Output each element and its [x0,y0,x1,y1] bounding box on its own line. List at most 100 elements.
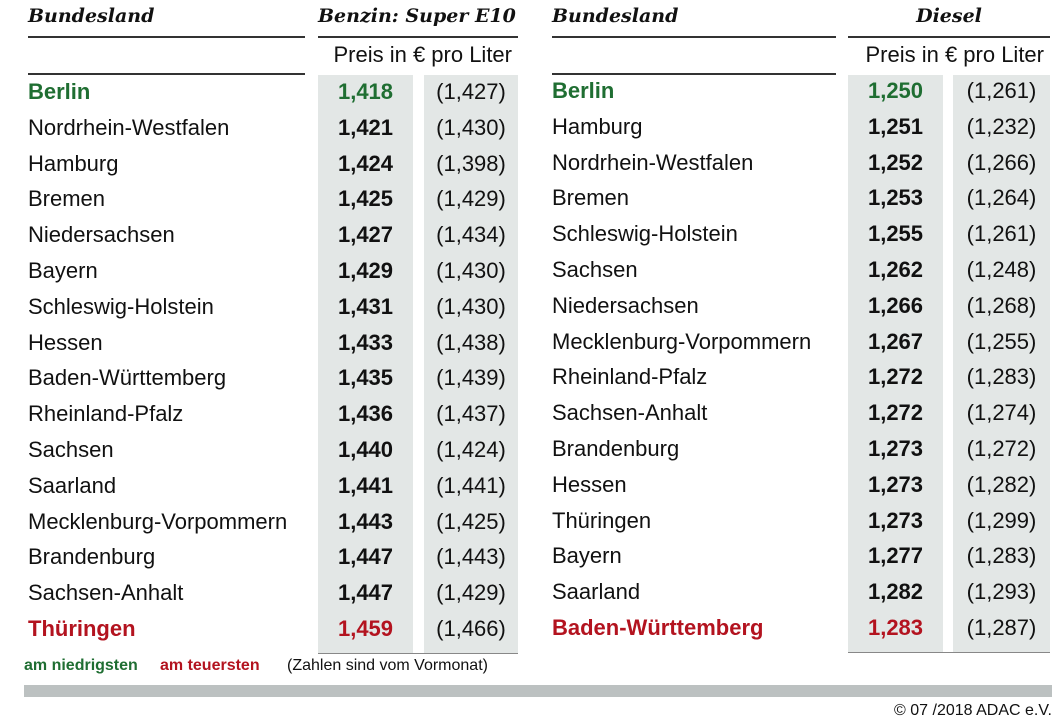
header-rule [318,36,518,38]
price-column-bg [318,75,413,653]
price: 1,282 [867,579,924,605]
price: 1,447 [337,544,394,570]
footer-copyright: © 07 /2018 ADAC e.V. [894,702,1052,719]
price: 1,255 [867,221,924,247]
previous-price: (1,272) [966,436,1037,461]
previous-column-bg [953,75,1050,652]
price: 1,427 [337,222,394,248]
previous-price: (1,266) [966,149,1037,175]
previous-price: (1,427) [436,79,506,104]
price: 1,421 [337,114,394,140]
region-name: Nordrhein-Westfalen [28,114,230,140]
previous-price: (1,398) [436,150,506,176]
table-bottom-rule [318,652,518,654]
price: 1,272 [867,364,924,390]
legend-highest: am teuersten [160,657,260,674]
previous-price: (1,429) [436,580,506,606]
legend-lowest: am niedrigsten [24,657,138,674]
footer-bar [24,685,1052,697]
region-name: Bayern [28,258,98,283]
region-name: Thüringen [28,616,136,641]
region-name: Bayern [552,543,622,569]
region-name: Saarland [28,472,117,498]
previous-price: (1,443) [436,544,506,570]
region-name: Baden-Württemberg [552,615,764,640]
previous-column-bg [424,75,518,653]
price: 1,273 [867,436,924,461]
header-rule [552,73,836,75]
previous-price: (1,430) [436,114,506,140]
price: 1,273 [867,471,924,497]
price: 1,447 [337,580,394,606]
price: 1,283 [867,615,924,640]
header-rule [552,36,836,38]
price: 1,418 [337,79,394,104]
previous-price: (1,424) [436,437,506,462]
region-name: Sachsen-Anhalt [552,400,708,426]
region-name: Brandenburg [552,436,680,461]
region-name: Sachsen [552,257,638,282]
price-column-bg [848,75,943,652]
region-name: Schleswig-Holstein [28,293,214,319]
region-name: Hessen [552,471,627,497]
previous-price: (1,255) [966,328,1037,354]
header-fuel: Benzin: Super E10 [318,5,516,27]
region-name: Sachsen [28,437,114,462]
previous-price: (1,287) [966,615,1037,640]
header-rule [848,36,1050,38]
previous-price: (1,293) [966,579,1037,605]
previous-price: (1,437) [436,401,506,427]
previous-price: (1,299) [966,507,1037,533]
header-fuel: Diesel [916,5,982,27]
previous-price: (1,425) [436,508,506,534]
previous-price: (1,274) [966,400,1037,426]
previous-price: (1,261) [966,221,1037,247]
price: 1,251 [867,113,924,139]
legend-note: (Zahlen sind vom Vormonat) [287,657,488,674]
price: 1,431 [337,293,394,319]
price: 1,252 [867,149,924,175]
price: 1,272 [867,400,924,426]
header-region: Bundesland [28,5,155,27]
region-name: Bremen [28,186,106,212]
previous-price: (1,438) [436,329,506,355]
header-unit: Preis in € pro Liter [865,42,1044,67]
region-name: Thüringen [552,507,652,533]
price: 1,262 [867,257,924,282]
previous-price: (1,466) [436,616,506,641]
price: 1,440 [337,437,394,462]
region-name: Hessen [28,329,103,355]
region-name: Hamburg [552,113,643,139]
previous-price: (1,441) [436,472,506,498]
region-name: Niedersachsen [552,292,699,318]
header-rule [28,73,305,75]
price: 1,253 [867,185,924,211]
price: 1,266 [867,292,924,318]
previous-price: (1,283) [966,543,1037,569]
region-name: Berlin [552,78,615,103]
region-name: Schleswig-Holstein [552,221,738,247]
region-name: Mecklenburg-Vorpommern [552,328,812,354]
region-name: Niedersachsen [28,222,175,248]
price: 1,277 [867,543,924,569]
previous-price: (1,430) [436,258,506,283]
price: 1,436 [337,401,394,427]
previous-price: (1,248) [966,257,1037,282]
previous-price: (1,264) [966,185,1037,211]
previous-price: (1,430) [436,293,506,319]
region-name: Hamburg [28,150,119,176]
region-name: Sachsen-Anhalt [28,580,184,606]
price: 1,443 [337,508,394,534]
region-name: Bremen [552,185,630,211]
previous-price: (1,232) [966,113,1037,139]
region-name: Nordrhein-Westfalen [552,149,754,175]
price: 1,267 [867,328,924,354]
price: 1,433 [337,329,394,355]
region-name: Berlin [28,79,91,104]
previous-price: (1,439) [436,365,506,391]
region-name: Brandenburg [28,544,156,570]
region-name: Saarland [552,579,641,605]
region-name: Baden-Württemberg [28,365,227,391]
previous-price: (1,429) [436,186,506,212]
region-name: Rheinland-Pfalz [552,364,708,390]
